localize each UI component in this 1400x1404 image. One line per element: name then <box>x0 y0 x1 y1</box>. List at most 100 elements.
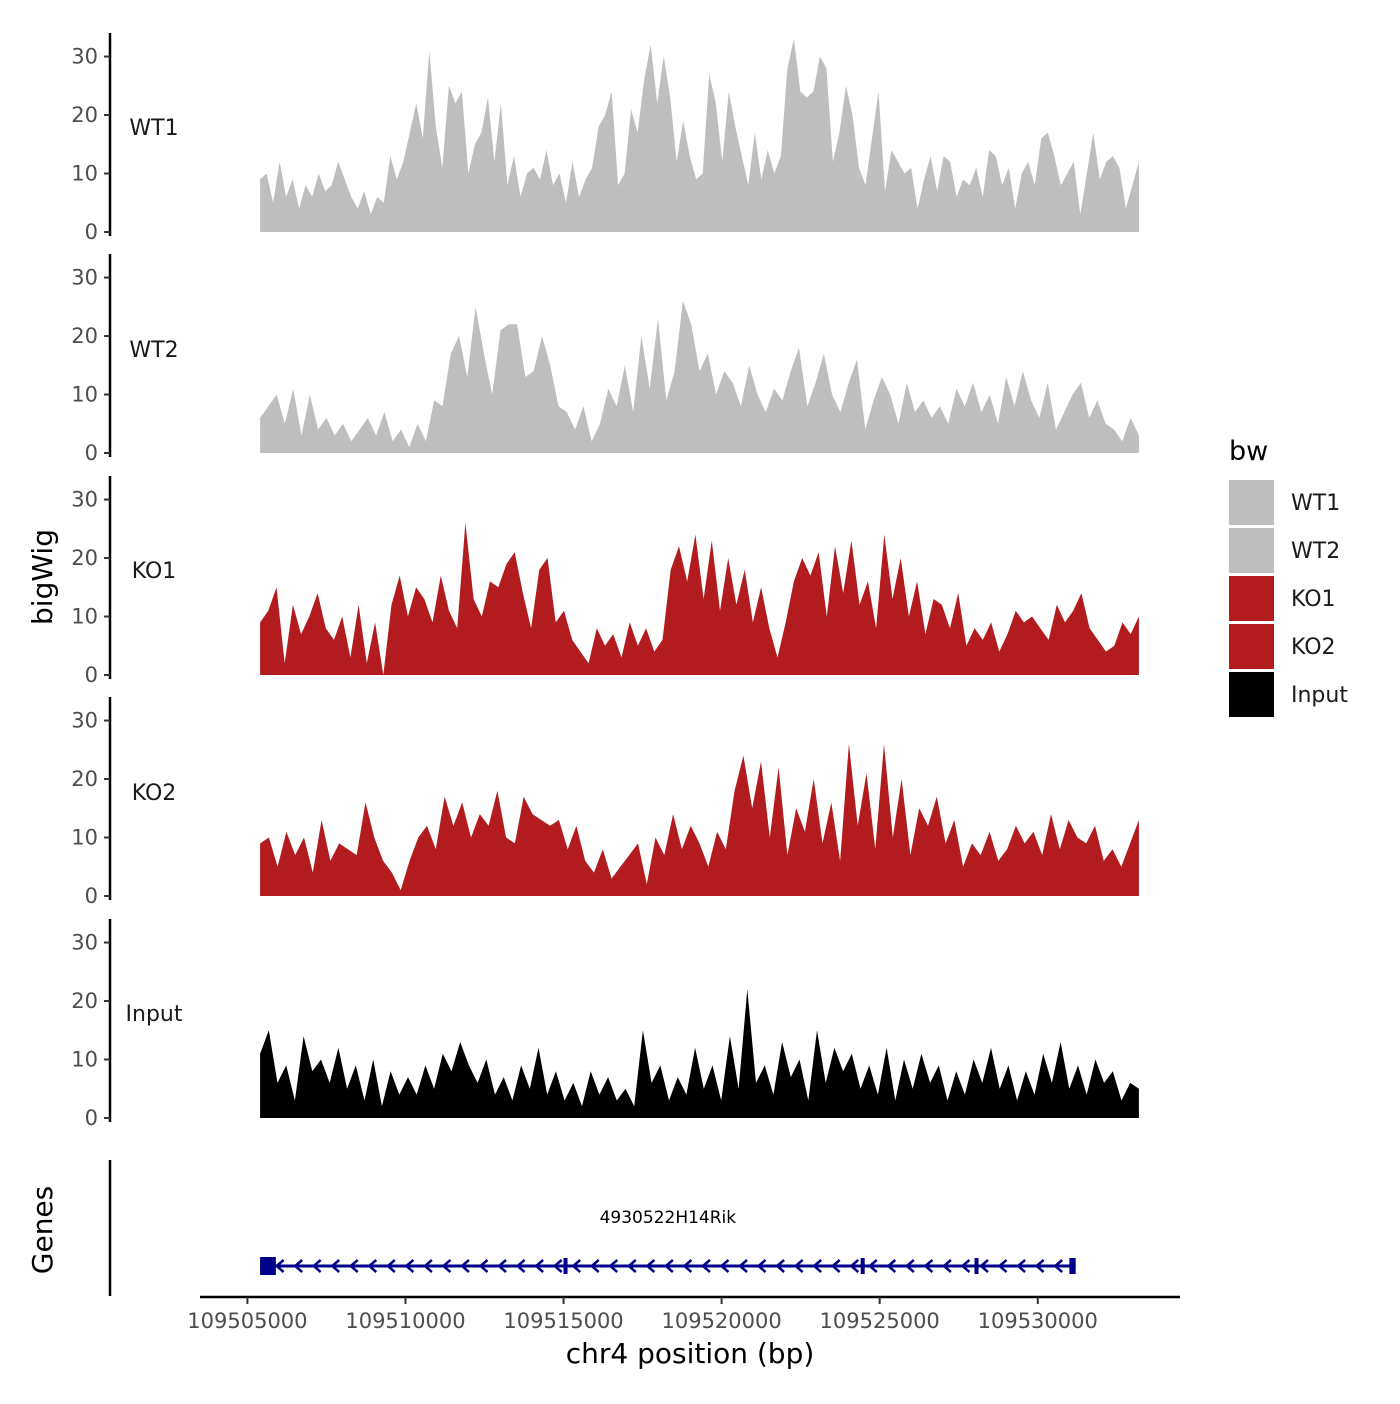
legend-label-ko1: KO1 <box>1291 587 1336 612</box>
coverage-area-ko2 <box>260 743 1139 896</box>
strand-arrow <box>1034 1259 1045 1273</box>
legend-label-wt1: WT1 <box>1291 491 1340 516</box>
strand-arrow <box>274 1259 285 1273</box>
track-ko1: 0 10 20 30 KO1 <box>71 476 1139 687</box>
legend-key-ko2 <box>1229 624 1274 669</box>
strand-arrow <box>756 1259 767 1273</box>
strand-arrow <box>348 1259 359 1273</box>
gene-exon <box>563 1258 568 1274</box>
strand-arrow <box>626 1259 637 1273</box>
x-tick-label: 109505000 <box>187 1309 307 1333</box>
strand-arrow <box>311 1259 322 1273</box>
y-tick-label: 30 <box>71 931 98 955</box>
x-tick-label: 109530000 <box>978 1309 1098 1333</box>
y-tick-label: 20 <box>71 324 98 348</box>
strand-arrow <box>663 1259 674 1273</box>
y-axis-title: bigWig <box>26 529 59 625</box>
track-label-wt2: WT2 <box>129 338 178 363</box>
strand-arrow <box>293 1259 303 1273</box>
strand-arrow <box>997 1259 1008 1273</box>
coverage-area-wt1 <box>260 39 1139 232</box>
coverage-area-ko1 <box>260 522 1139 675</box>
gene-exon <box>860 1258 865 1274</box>
strand-arrow <box>830 1259 841 1273</box>
strand-arrow <box>812 1259 822 1273</box>
tracks: 0 10 20 30 WT1 0 10 20 30 WT2 0 10 20 30 KO1 0 10 20 30 KO2… <box>71 33 1139 1130</box>
strand-arrow <box>793 1259 804 1273</box>
strand-arrow <box>330 1259 341 1273</box>
y-tick-label: 30 <box>71 266 98 290</box>
x-tick-label: 109510000 <box>345 1309 465 1333</box>
strand-arrow <box>923 1259 934 1273</box>
track-label-ko1: KO1 <box>132 559 177 584</box>
coverage-area-input <box>260 989 1139 1118</box>
genes-axis-title: Genes <box>26 1186 59 1274</box>
strand-arrow <box>571 1259 582 1273</box>
strand-arrow <box>849 1259 860 1273</box>
strand-arrow <box>682 1259 693 1273</box>
x-tick-label: 109515000 <box>503 1309 623 1333</box>
y-tick-label: 30 <box>71 709 98 733</box>
y-tick-label: 10 <box>71 162 98 186</box>
y-tick-label: 0 <box>85 884 98 908</box>
y-tick-label: 30 <box>71 45 98 69</box>
strand-arrow <box>886 1259 897 1273</box>
legend-key-wt2 <box>1229 528 1274 573</box>
strand-arrow <box>1016 1259 1026 1273</box>
strand-arrow <box>701 1259 711 1273</box>
legend-title: bw <box>1229 436 1268 467</box>
strand-arrow <box>904 1259 915 1273</box>
gene-exon <box>974 1258 979 1274</box>
legend-key-input <box>1229 672 1274 717</box>
strand-arrow <box>608 1259 619 1273</box>
legend-key-wt1 <box>1229 480 1274 525</box>
strand-arrow <box>719 1259 730 1273</box>
strand-arrow <box>738 1259 748 1273</box>
strand-arrow <box>942 1259 952 1273</box>
track-input: 0 10 20 30 Input <box>71 919 1139 1130</box>
legend-label-wt2: WT2 <box>1291 539 1340 564</box>
strand-arrow <box>867 1259 878 1273</box>
strand-arrow <box>385 1259 396 1273</box>
y-tick-label: 20 <box>71 767 98 791</box>
track-label-input: Input <box>126 1002 183 1027</box>
strand-arrow <box>552 1259 563 1273</box>
genes-track: 4930522H14Rik <box>108 1160 1076 1296</box>
coverage-area-wt2 <box>260 300 1139 453</box>
x-tick-label: 109520000 <box>661 1309 781 1333</box>
track-wt2: 0 10 20 30 WT2 <box>71 254 1139 465</box>
strand-arrow <box>534 1259 544 1273</box>
legend-key-ko1 <box>1229 576 1274 621</box>
strand-arrow <box>979 1259 989 1273</box>
track-ko2: 0 10 20 30 KO2 <box>71 697 1139 908</box>
strand-arrow <box>1053 1259 1063 1273</box>
legend-label-ko2: KO2 <box>1291 635 1336 660</box>
strand-arrow <box>589 1259 600 1273</box>
track-label-ko2: KO2 <box>132 781 177 806</box>
y-tick-label: 20 <box>71 546 98 570</box>
y-tick-label: 0 <box>85 663 98 687</box>
gene-exon <box>1069 1258 1076 1274</box>
y-tick-label: 10 <box>71 826 98 850</box>
legend: bw WT1 WT2 KO1 KO2 Input <box>1229 436 1348 717</box>
strand-arrow <box>422 1259 433 1273</box>
strand-arrow <box>441 1259 452 1273</box>
strand-arrow <box>460 1259 470 1273</box>
x-tick-label: 109525000 <box>820 1309 940 1333</box>
x-axis-title: chr4 position (bp) <box>566 1337 815 1370</box>
y-tick-label: 0 <box>85 220 98 244</box>
y-tick-label: 30 <box>71 488 98 512</box>
legend-label-input: Input <box>1291 683 1348 708</box>
track-label-wt1: WT1 <box>129 116 178 141</box>
y-tick-label: 10 <box>71 1048 98 1072</box>
strand-arrow <box>645 1259 656 1273</box>
y-tick-label: 20 <box>71 103 98 127</box>
strand-arrow <box>960 1259 971 1273</box>
y-tick-label: 0 <box>85 441 98 465</box>
gene-exon <box>260 1257 276 1275</box>
x-axis: 109505000 109510000 109515000 109520000 1095… <box>187 1295 1180 1333</box>
y-tick-label: 10 <box>71 383 98 407</box>
strand-arrow <box>478 1259 489 1273</box>
